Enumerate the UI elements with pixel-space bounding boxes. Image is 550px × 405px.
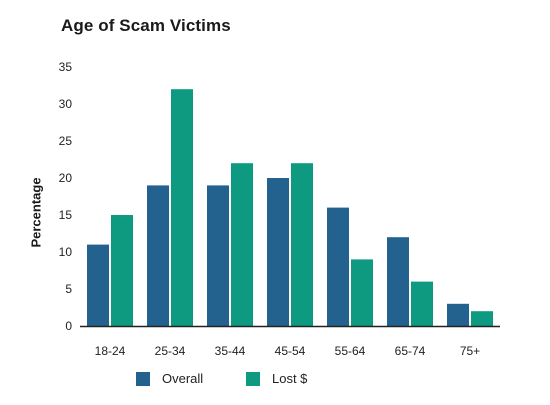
bar-lost-18-24 — [111, 215, 133, 326]
x-tick-label-75+: 75+ — [460, 344, 480, 358]
bar-overall-25-34 — [147, 185, 169, 326]
y-tick-label-0: 0 — [65, 319, 72, 333]
bar-lost-75+ — [471, 311, 493, 326]
bar-overall-75+ — [447, 303, 469, 326]
y-tick-label-15: 15 — [59, 208, 73, 222]
bar-lost-65-74 — [411, 281, 433, 326]
bar-lost-35-44 — [231, 163, 253, 326]
legend-swatch-lost — [246, 371, 260, 386]
x-tick-label-18-24: 18-24 — [95, 344, 126, 358]
legend-label-lost: Lost $ — [272, 371, 308, 386]
x-tick-label-65-74: 65-74 — [395, 344, 426, 358]
bar-overall-55-64 — [327, 207, 349, 326]
x-tick-label-55-64: 55-64 — [335, 344, 366, 358]
y-tick-label-35: 35 — [59, 60, 73, 74]
x-tick-label-45-54: 45-54 — [275, 344, 306, 358]
legend-item-lost: Lost $ — [246, 371, 307, 386]
legend-label-overall: Overall — [162, 371, 204, 386]
bar-overall-18-24 — [87, 244, 109, 326]
bar-lost-45-54 — [291, 163, 313, 326]
chart-title: Age of Scam Victims — [61, 16, 231, 35]
y-tick-label-30: 30 — [59, 97, 73, 111]
legend-item-overall: Overall — [136, 371, 203, 386]
x-tick-label-25-34: 25-34 — [155, 344, 186, 358]
x-tick-label-35-44: 35-44 — [215, 344, 246, 358]
bar-overall-45-54 — [267, 178, 289, 326]
y-tick-label-25: 25 — [59, 134, 73, 148]
bar-overall-35-44 — [207, 185, 229, 326]
y-tick-label-5: 5 — [65, 282, 72, 296]
y-tick-label-10: 10 — [59, 245, 73, 259]
bar-lost-55-64 — [351, 259, 373, 326]
bar-overall-65-74 — [387, 237, 409, 326]
legend-swatch-overall — [136, 371, 150, 386]
y-tick-label-20: 20 — [59, 171, 73, 185]
legend: Overall Lost $ — [0, 371, 550, 395]
bar-lost-25-34 — [171, 89, 193, 326]
